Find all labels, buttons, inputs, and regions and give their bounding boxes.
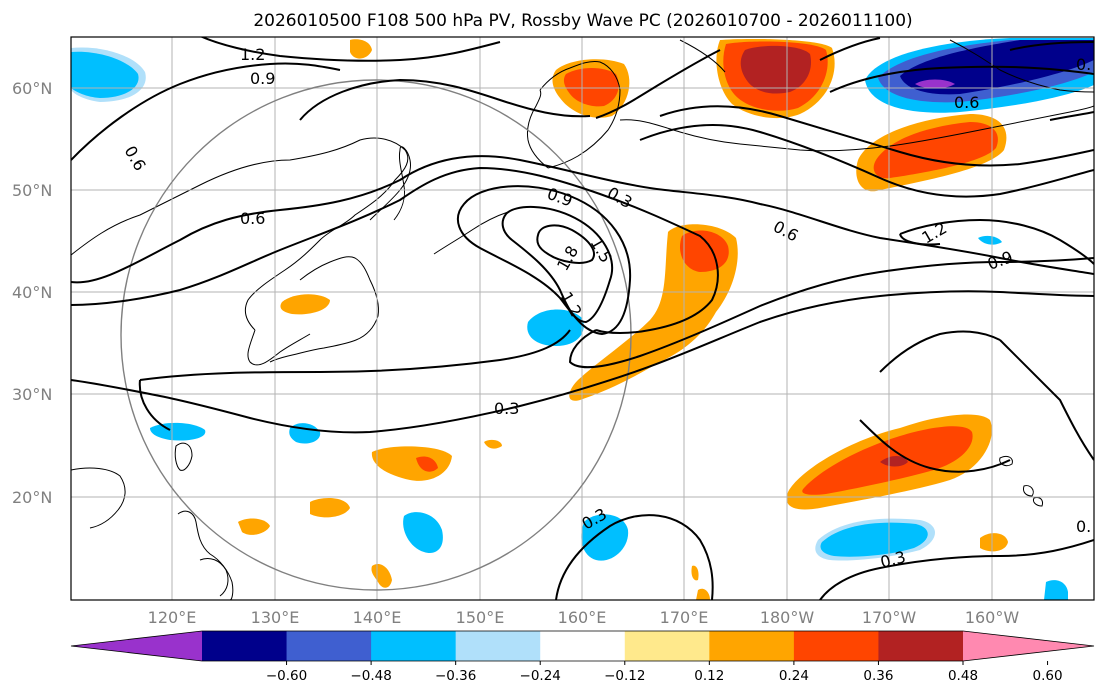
lat-tick-label: 40°N <box>12 283 52 302</box>
colorbar-segment <box>624 631 710 661</box>
lon-tick-label: 160°W <box>965 608 1020 627</box>
contour-label: 0.9 <box>250 69 275 88</box>
colorbar-segment <box>878 631 964 661</box>
colorbar-tick-label: −0.24 <box>520 668 561 684</box>
lat-tick-label: 50°N <box>12 181 52 200</box>
lat-tick-label: 20°N <box>12 488 52 507</box>
coastlines <box>71 39 1094 600</box>
colorbar-tick-label: 0.12 <box>694 668 724 684</box>
colorbar-segment <box>202 631 288 661</box>
colorbar-tick-label: 0.24 <box>779 668 809 684</box>
lon-tick-label: 160°E <box>558 608 607 627</box>
colorbar-tick-label: 0.48 <box>948 668 978 684</box>
colorbar-segment <box>709 631 795 661</box>
lon-tick-label: 170°W <box>862 608 917 627</box>
colorbar-extend-high <box>963 631 1094 661</box>
lon-tick-label: 140°E <box>353 608 402 627</box>
colorbar-segment <box>371 631 457 661</box>
lat-axis: 60°N 50°N 40°N 30°N 20°N <box>12 79 52 507</box>
figure-title: 2026010500 F108 500 hPa PV, Rossby Wave … <box>253 11 912 31</box>
lon-tick-label: 180°W <box>760 608 815 627</box>
contour-label: 0. <box>1076 517 1091 536</box>
map-panel: 1.2 0.9 0.6 0.6 0.3 0.9 1.5 1.8 1.2 0.6 … <box>70 36 1095 601</box>
colorbar-outline <box>70 630 1095 662</box>
colorbar-tick-label: −0.12 <box>604 668 645 684</box>
contour-label: 0.6 <box>954 93 979 112</box>
influence-circle <box>120 79 632 591</box>
colorbar-extend-low <box>71 631 202 661</box>
lat-tick-label: 30°N <box>12 385 52 404</box>
colorbar-segment <box>286 631 372 661</box>
pv-shading-positive <box>238 38 1008 600</box>
lon-tick-label: 170°E <box>660 608 709 627</box>
lat-tick-label: 60°N <box>12 79 52 98</box>
lon-axis: 120°E 130°E 140°E 150°E 160°E 170°E 180°… <box>148 608 1020 627</box>
colorbar-tick-label: −0.60 <box>266 668 307 684</box>
pv-contours <box>71 37 1094 600</box>
lon-tick-label: 150°E <box>456 608 505 627</box>
lon-tick-label: 130°E <box>251 608 300 627</box>
colorbar-tick-label: −0.36 <box>435 668 476 684</box>
lon-tick-label: 120°E <box>148 608 197 627</box>
colorbar-segment <box>540 631 626 661</box>
contour-label: 0.6 <box>240 209 265 228</box>
neg-anomaly-east-japan <box>527 309 584 346</box>
colorbar-tick-label: 0.60 <box>1033 668 1063 684</box>
contour-label: 1.2 <box>240 45 265 64</box>
colorbar: −0.60 −0.48 −0.36 −0.24 −0.12 0.12 0.24 0.36 0.4… <box>70 630 1095 684</box>
colorbar-segment <box>455 631 541 661</box>
colorbar-tick-label: −0.48 <box>350 668 391 684</box>
contour-label: 0.3 <box>494 399 519 418</box>
contour-label: 0. <box>1076 55 1091 74</box>
colorbar-tick-label: 0.36 <box>863 668 893 684</box>
colorbar-segment <box>793 631 879 661</box>
map-frame <box>70 36 1095 601</box>
